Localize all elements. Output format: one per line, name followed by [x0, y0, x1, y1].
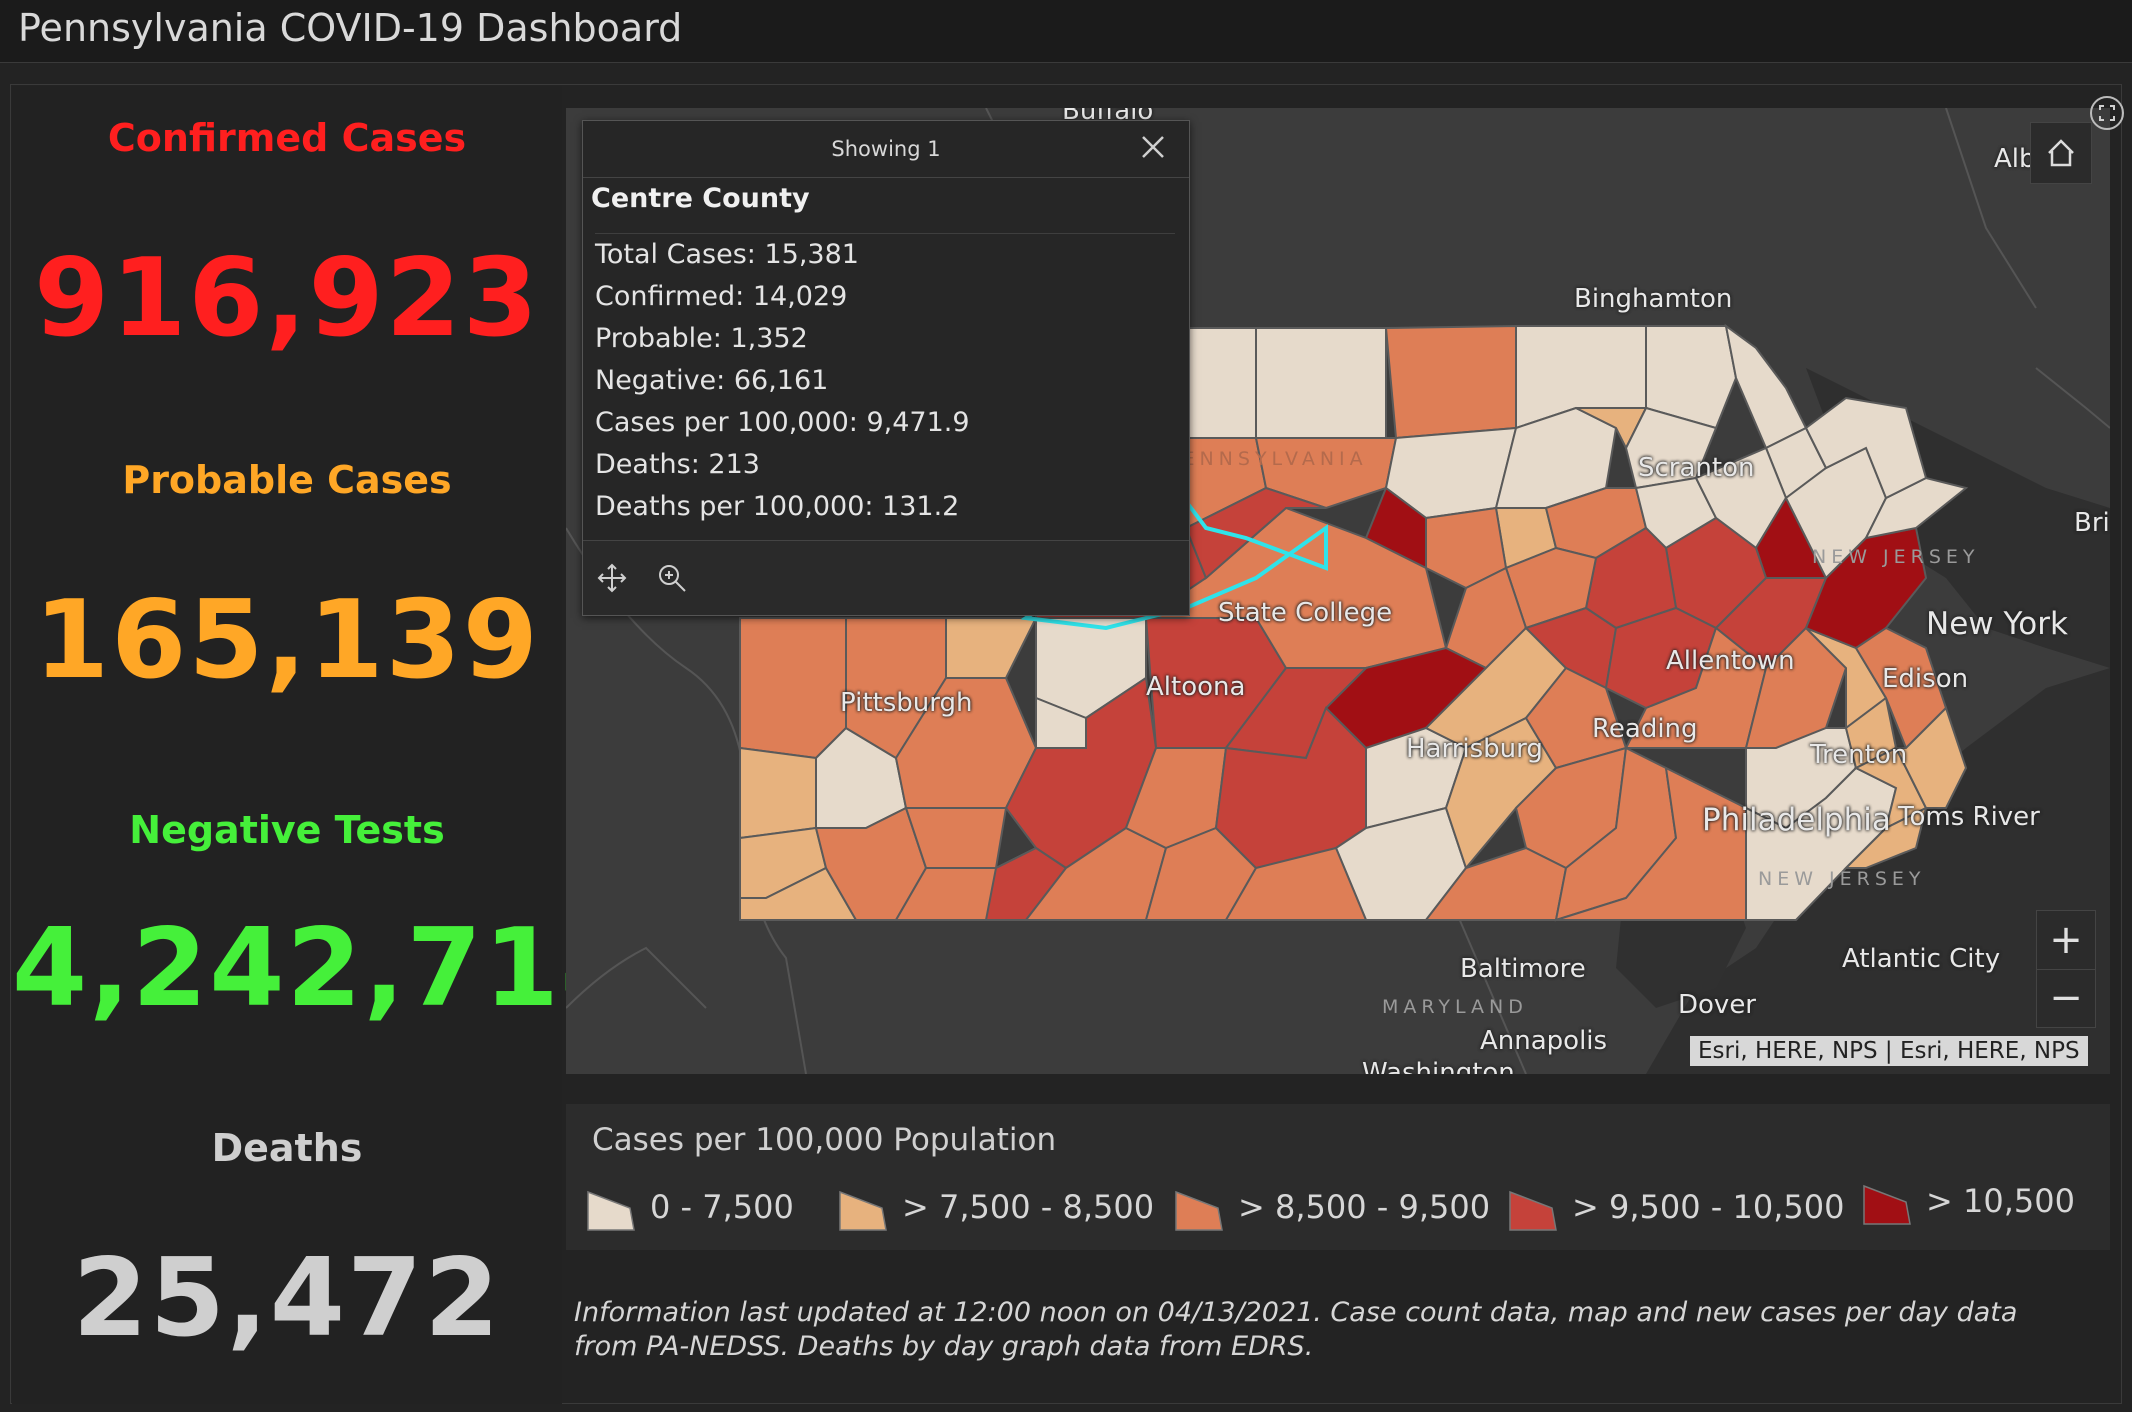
home-icon	[2048, 139, 2074, 167]
deaths-label: Deaths	[211, 1126, 363, 1170]
legend-item-3: > 9,500 - 10,500	[1498, 1180, 1844, 1236]
map-label-atlantic-city: Atlantic City	[1842, 944, 2001, 974]
map-attribution: Esri, HERE, NPS | Esri, HERE, NPS	[1690, 1036, 2088, 1066]
zoom-out-button[interactable]: −	[2049, 975, 2083, 1021]
popup-deaths: Deaths: 213	[595, 449, 760, 480]
county-popup: Showing 1 Centre County Total Cases: 15,…	[582, 120, 1190, 616]
map-label-maryland: MARYLAND	[1382, 996, 1528, 1018]
popup-total-cases: Total Cases: 15,381	[595, 239, 859, 270]
map-label-albany: Alb	[1994, 144, 2036, 174]
map-label-bri: Bri	[2074, 508, 2110, 538]
legend-item-4: > 10,500	[1852, 1174, 2092, 1230]
map-label-annapolis: Annapolis	[1480, 1026, 1608, 1056]
map-label-altoona: Altoona	[1146, 672, 1246, 702]
popup-zoom-to-button[interactable]	[655, 561, 689, 595]
confirmed-cases-label: Confirmed Cases	[107, 116, 467, 160]
legend-label-1: > 7,500 - 8,500	[902, 1188, 1155, 1226]
map-label-philadelphia: Philadelphia	[1702, 802, 1891, 838]
legend-title: Cases per 100,000 Population	[592, 1122, 1057, 1158]
map-label-new-jersey-bottom: NEW JERSEY	[1758, 868, 1926, 890]
map-legend: Cases per 100,000 Population 0 - 7,500 >…	[566, 1104, 2110, 1250]
popup-negative: Negative: 66,161	[595, 365, 829, 396]
legend-swatch-3	[1509, 1190, 1557, 1231]
popup-close-button[interactable]	[1137, 131, 1169, 163]
legend-label-0: 0 - 7,500	[650, 1188, 794, 1226]
legend-swatch-4	[1863, 1184, 1911, 1225]
fullscreen-button[interactable]	[2090, 96, 2124, 130]
legend-label-3: > 9,500 - 10,500	[1572, 1188, 1845, 1226]
map-label-new-jersey-top: NEW JERSEY	[1812, 546, 1980, 568]
popup-confirmed: Confirmed: 14,029	[595, 281, 848, 312]
popup-deaths-per-100k: Deaths per 100,000: 131.2	[595, 491, 960, 522]
popup-probable: Probable: 1,352	[595, 323, 808, 354]
close-icon	[1142, 136, 1164, 158]
move-arrows-icon	[597, 563, 627, 593]
dashboard-title: Pennsylvania COVID-19 Dashboard	[18, 6, 683, 50]
map-label-edison: Edison	[1882, 664, 1969, 694]
legend-item-1: > 7,500 - 8,500	[828, 1180, 1154, 1236]
map-label-baltimore: Baltimore	[1460, 954, 1586, 984]
legend-label-4: > 10,500	[1926, 1182, 2075, 1220]
dashboard-frame	[10, 84, 2122, 1404]
negative-tests-value: 4,242,714	[12, 906, 639, 1031]
legend-swatch-0	[587, 1190, 635, 1231]
probable-cases-value: 165,139	[34, 578, 540, 703]
map-label-trenton: Trenton	[1810, 740, 1908, 770]
map-label-pittsburgh: Pittsburgh	[840, 688, 973, 718]
popup-header: Showing 1	[583, 121, 1189, 178]
stats-panel: Confirmed Cases 916,923 Probable Cases 1…	[12, 86, 639, 1404]
legend-swatch-1	[839, 1190, 887, 1231]
negative-tests-label: Negative Tests	[129, 808, 445, 852]
home-button[interactable]	[2030, 122, 2092, 184]
popup-attribute-list: Total Cases: 15,381 Confirmed: 14,029 Pr…	[595, 233, 1175, 528]
zoom-control: + −	[2036, 910, 2096, 1028]
map-label-washington: Washington	[1362, 1058, 1515, 1074]
legend-swatch-2	[1175, 1190, 1223, 1231]
map-label-state-college: State College	[1218, 598, 1393, 628]
probable-cases-label: Probable Cases	[122, 458, 452, 502]
legend-item-2: > 8,500 - 9,500	[1164, 1180, 1490, 1236]
popup-toolbar	[583, 540, 1189, 615]
map-label-new-york: New York	[1926, 606, 2068, 642]
county-region	[739, 617, 847, 760]
legend-label-2: > 8,500 - 9,500	[1238, 1188, 1491, 1226]
legend-item-0: 0 - 7,500	[576, 1180, 816, 1236]
map-label-scranton: Scranton	[1638, 453, 1755, 483]
popup-cases-per-100k: Cases per 100,000: 9,471.9	[595, 407, 970, 438]
map-label-allentown: Allentown	[1666, 646, 1795, 676]
popup-showing-count: Showing 1	[831, 137, 941, 161]
map-label-toms-river: Toms River	[1898, 802, 2040, 832]
map-label-pennsylvania: PENNSYLVANIA	[1166, 448, 1368, 470]
popup-county-title: Centre County	[591, 183, 810, 214]
zoom-in-button[interactable]: +	[2037, 911, 2095, 970]
map-label-harrisburg: Harrisburg	[1406, 734, 1543, 764]
expand-icon	[2099, 105, 2115, 121]
dashboard-header: Pennsylvania COVID-19 Dashboard	[0, 0, 2132, 63]
deaths-value: 25,472	[72, 1236, 502, 1361]
map-label-binghamton: Binghamton	[1574, 284, 1733, 314]
map-label-dover: Dover	[1678, 990, 1756, 1020]
map-label-reading: Reading	[1592, 714, 1698, 744]
zoom-magnifier-icon	[659, 565, 686, 592]
popup-dock-button[interactable]	[595, 561, 629, 595]
data-update-footnote: Information last updated at 12:00 noon o…	[574, 1297, 2018, 1362]
confirmed-cases-value: 916,923	[34, 236, 540, 361]
